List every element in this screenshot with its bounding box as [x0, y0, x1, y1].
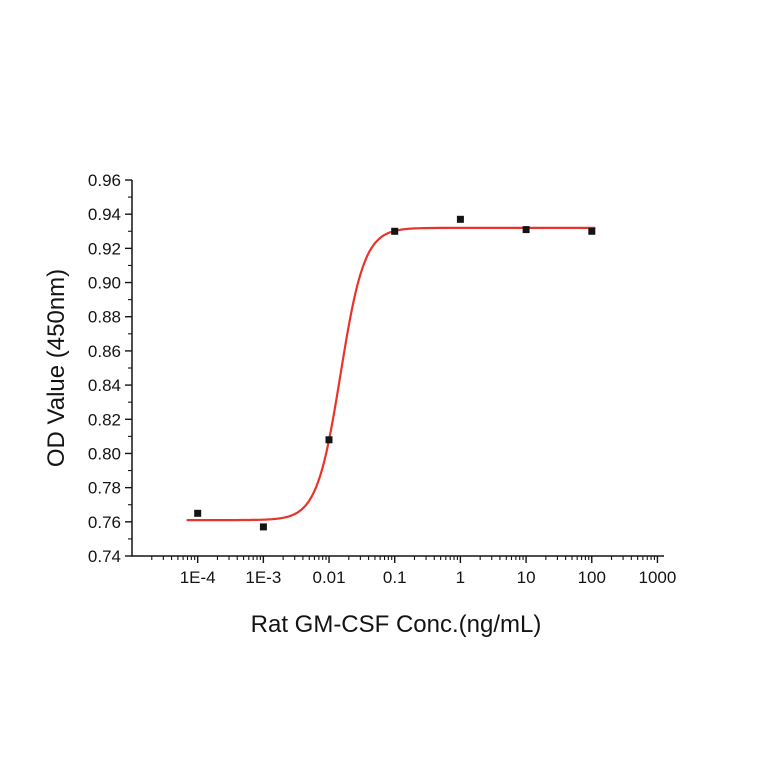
x-tick-label: 0.01	[312, 568, 345, 587]
x-tick-label: 1000	[639, 568, 677, 587]
data-point-marker	[588, 227, 596, 235]
x-tick-label: 10	[517, 568, 536, 587]
y-tick-label: 0.82	[88, 410, 121, 429]
data-points	[194, 215, 596, 531]
y-tick-label: 0.90	[88, 274, 121, 293]
x-tick-label: 1E-3	[245, 568, 281, 587]
data-point-marker	[325, 436, 333, 444]
y-tick-label: 0.84	[88, 376, 121, 395]
data-point-marker	[194, 509, 202, 517]
y-tick-label: 0.86	[88, 342, 121, 361]
x-tick-label: 1E-4	[180, 568, 216, 587]
fit-curve-line	[186, 226, 596, 522]
y-tick-label: 0.76	[88, 513, 121, 532]
x-tick-label: 100	[578, 568, 606, 587]
data-point-marker	[391, 227, 399, 235]
y-axis-title: OD Value (450nm)	[43, 269, 70, 467]
axis-ticks	[125, 179, 659, 563]
data-point-marker	[522, 226, 530, 234]
y-tick-label: 0.92	[88, 239, 121, 258]
y-tick-label: 0.80	[88, 444, 121, 463]
y-tick-label: 0.88	[88, 308, 121, 327]
axis-frame	[131, 180, 664, 557]
x-tick-label: 0.1	[383, 568, 407, 587]
x-axis-title: Rat GM-CSF Conc.(ng/mL)	[251, 611, 542, 638]
y-tick-label: 0.78	[88, 479, 121, 498]
axis-lines	[131, 180, 664, 557]
data-point-marker	[456, 215, 464, 223]
data-point-marker	[259, 523, 267, 531]
y-tick-label: 0.96	[88, 171, 121, 190]
x-tick-label: 1	[456, 568, 465, 587]
axis-tick-labels: 0.74 0.76 0.78 0.80 0.82 0.84 0.86 0.88 0.90 0.92…	[88, 171, 676, 587]
y-tick-label: 0.74	[88, 547, 121, 566]
y-tick-label: 0.94	[88, 205, 121, 224]
